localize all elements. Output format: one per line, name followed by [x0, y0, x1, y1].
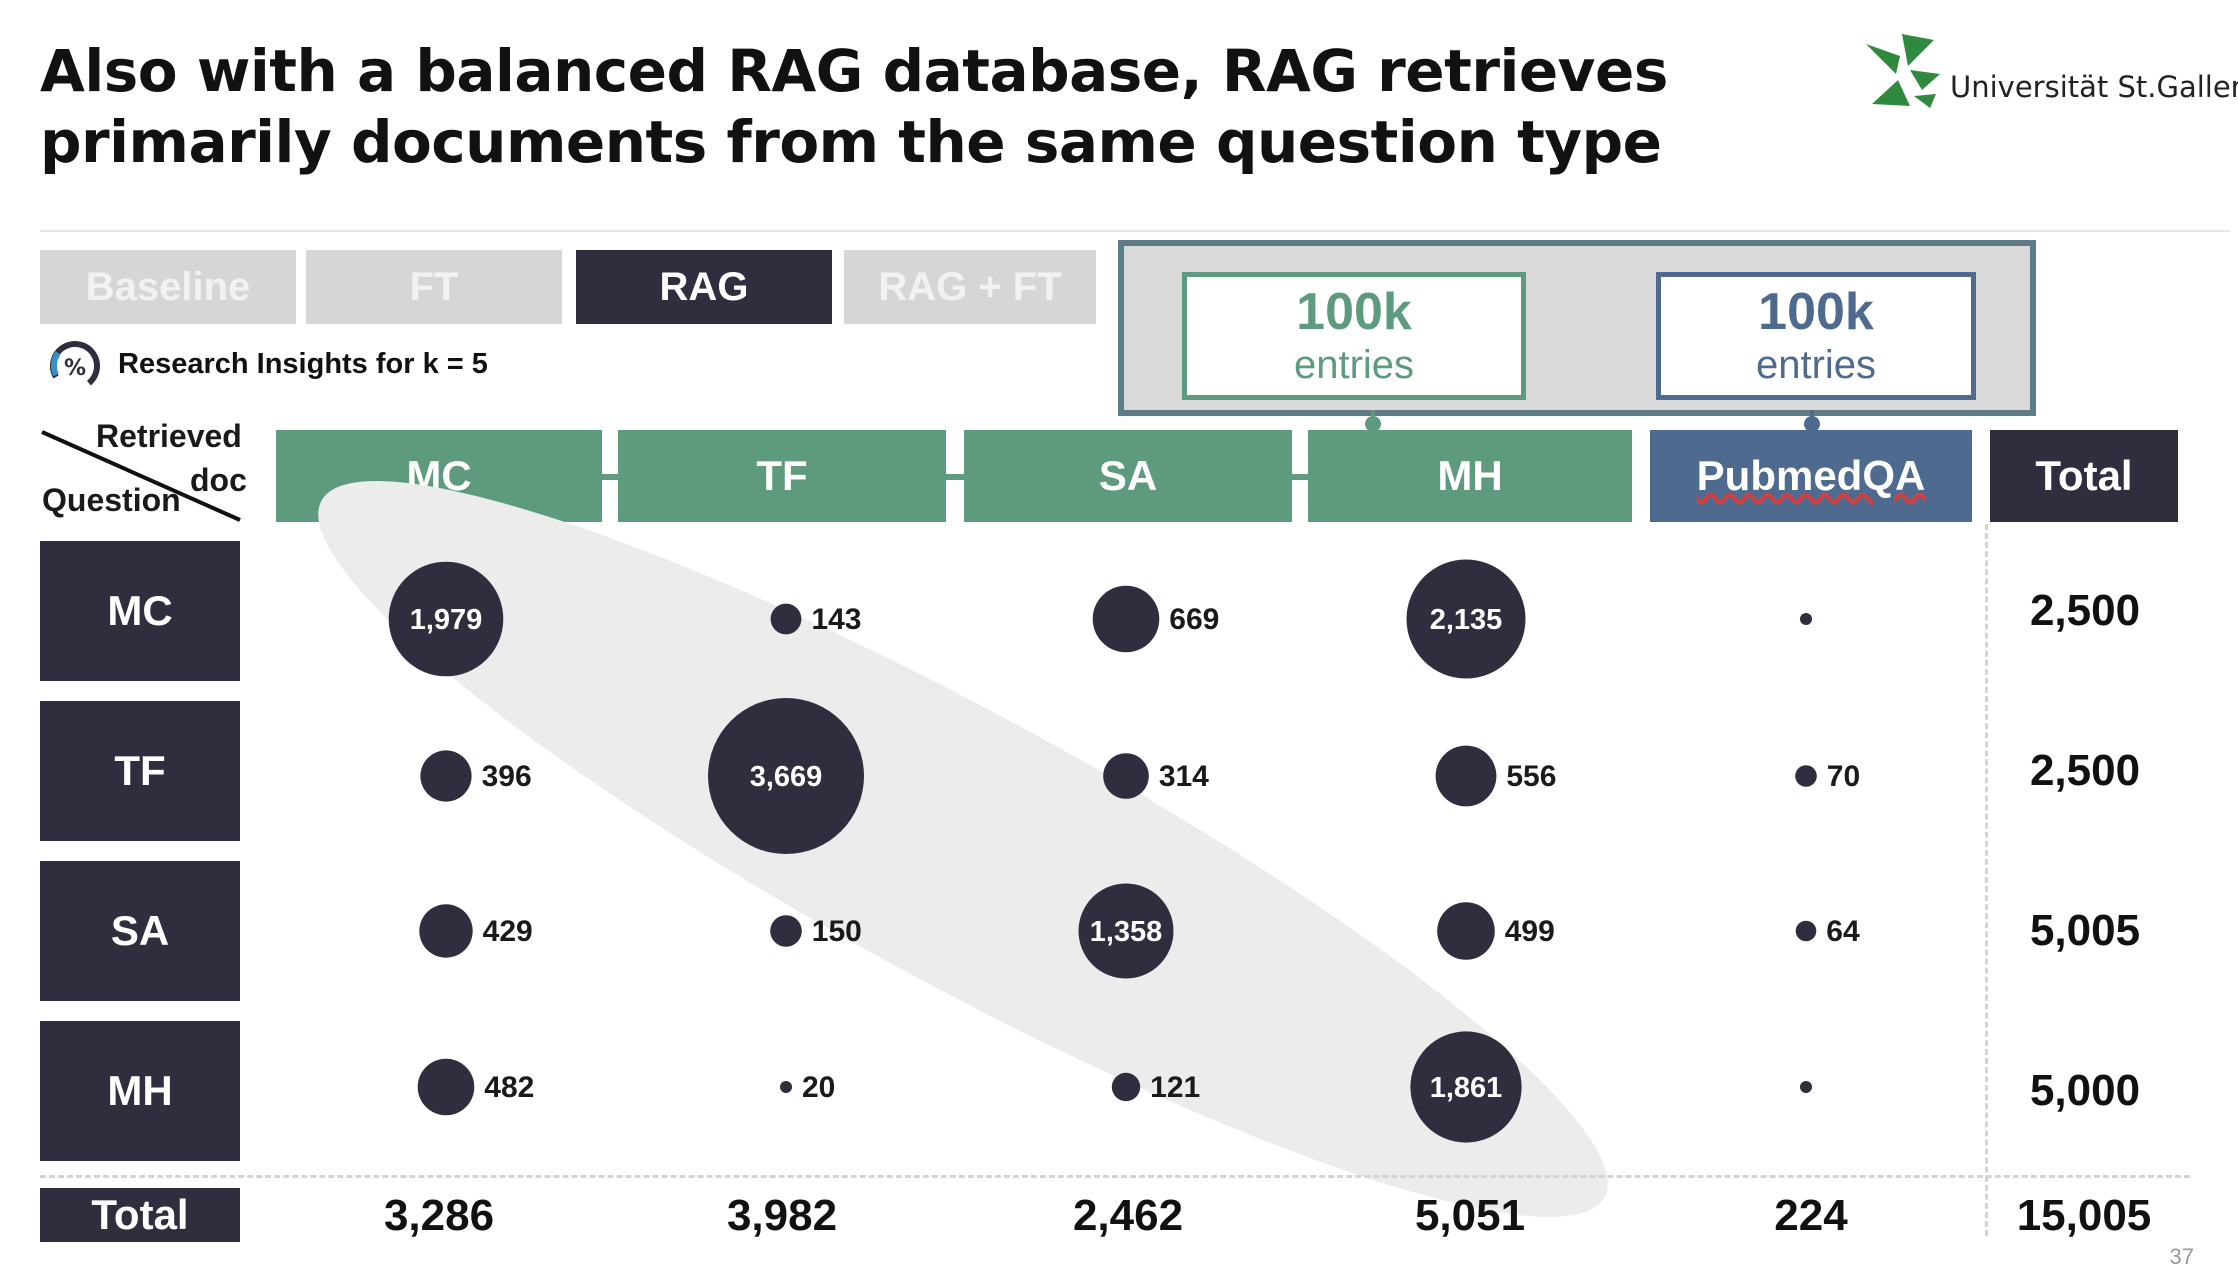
bubble-sa-mh: [1437, 902, 1495, 960]
bubble-label-sa-sa: 1,358: [1090, 916, 1163, 948]
bubble-sa-mc: [419, 904, 473, 958]
row-total-mh: 5,000: [2029, 1066, 2141, 1115]
bubble-mh-mh: [1410, 1031, 1522, 1143]
bubble-tf-pubmedqa: [1795, 765, 1817, 787]
db-card-qa: 100k entries: [1182, 272, 1526, 400]
col-total-mc: 3,286: [383, 1191, 495, 1240]
bubble-label-mc-mc: 1,979: [410, 604, 483, 636]
row-header-mc: MC: [40, 541, 240, 681]
row-total-sa: 5,005: [2029, 906, 2141, 955]
percent-gauge-icon: %: [50, 341, 100, 391]
row-total-mc: 2,500: [2029, 586, 2141, 635]
bubble-label-mc-tf: 143: [811, 603, 861, 636]
bubble-mc-tf: [770, 603, 802, 635]
university-logo: Universität St.Gallen: [1862, 26, 2238, 116]
svg-text:%: %: [64, 356, 86, 381]
header-link: [1290, 474, 1312, 480]
row-header-mh: MH: [40, 1021, 240, 1161]
col-total-pubmedqa: 224: [1774, 1191, 1848, 1240]
db-connector-dot: [1365, 416, 1381, 432]
logo-text: Universität St.Gallen: [1950, 70, 2238, 104]
bubble-label-mh-mh: 1,861: [1430, 1072, 1503, 1104]
col-header-sa: SA: [964, 430, 1292, 522]
database-box: 100k entries 100k entries: [1118, 240, 2036, 416]
row-header-sa: SA: [40, 861, 240, 1001]
tab-rag-ft[interactable]: RAG + FT: [844, 250, 1096, 324]
db-unit: entries: [1755, 343, 1877, 387]
bubbles-layer: 1,979 143 669 2,135 396 3,669 314 556 70 429 150 1,…: [388, 559, 1860, 1143]
header-link: [600, 474, 624, 480]
bubble-mc-sa: [1092, 585, 1160, 653]
bubble-tf-sa: [1103, 753, 1149, 799]
bubble-label-mh-tf: 20: [802, 1071, 835, 1104]
db-connector-dot: [1804, 416, 1820, 432]
page-number: 37: [2169, 1244, 2194, 1269]
corner-question-label: Question: [42, 482, 181, 518]
corner-retrieved-label: Retrieved: [96, 418, 242, 454]
bubble-mh-mc: [417, 1058, 475, 1116]
col-total-sa: 2,462: [1072, 1191, 1184, 1240]
insight-label: Research Insights for k = 5: [118, 347, 488, 380]
bubble-label-sa-tf: 150: [812, 915, 862, 948]
tab-ft[interactable]: FT: [306, 250, 562, 324]
title-line-2: primarily documents from the same questi…: [40, 108, 1662, 176]
row-header-tf: TF: [40, 701, 240, 841]
row-total-tf: 2,500: [2029, 746, 2141, 795]
bubble-tf-tf: [708, 698, 864, 854]
bubble-mc-mh: [1406, 559, 1526, 679]
bubble-mh-pubmedqa: [1800, 1081, 1812, 1093]
grand-total: 15,005: [2016, 1191, 2152, 1240]
bubble-label-mh-sa: 121: [1150, 1071, 1200, 1104]
bubble-mc-mc: [388, 561, 504, 677]
bubble-label-sa-mc: 429: [483, 915, 533, 948]
bubble-label-tf-tf: 3,669: [750, 761, 823, 793]
bubble-label-sa-pubmedqa: 64: [1826, 915, 1860, 948]
bubble-label-mc-mh: 2,135: [1430, 604, 1503, 636]
page-title: Also with a balanced RAG database, RAG r…: [40, 36, 1700, 178]
bubble-label-mh-mc: 482: [484, 1071, 534, 1104]
bubble-label-mc-sa: 669: [1169, 603, 1219, 636]
bubble-label-sa-mh: 499: [1505, 915, 1555, 948]
bubble-label-tf-pubmedqa: 70: [1827, 760, 1860, 793]
tab-rag[interactable]: RAG: [576, 250, 832, 324]
bubble-mh-tf: [780, 1081, 792, 1093]
title-divider: [40, 230, 2230, 232]
corner-doc-label: doc: [190, 462, 247, 498]
col-header-total: Total: [1990, 430, 2178, 522]
bubble-label-tf-sa: 314: [1159, 760, 1209, 793]
bubble-mh-sa: [1111, 1072, 1141, 1102]
bubble-sa-tf: [770, 915, 802, 947]
tab-baseline[interactable]: Baseline: [40, 250, 296, 324]
row-header-total: Total: [40, 1188, 240, 1242]
bubble-tf-mh: [1435, 745, 1497, 807]
db-size: 100k: [1296, 283, 1412, 341]
col-header-mh: MH: [1308, 430, 1632, 522]
bubble-sa-sa: [1078, 883, 1174, 979]
col-header-pubmedqa: PubmedQA: [1650, 430, 1972, 522]
bubble-sa-pubmedqa: [1795, 920, 1817, 942]
col-total-tf: 3,982: [726, 1191, 838, 1240]
corner-diagonal: [41, 430, 241, 522]
title-line-1: Also with a balanced RAG database, RAG r…: [40, 37, 1668, 105]
col-total-mh: 5,051: [1414, 1191, 1526, 1240]
bubble-label-tf-mh: 556: [1506, 760, 1556, 793]
col-header-tf: TF: [618, 430, 946, 522]
totals-separator: [40, 1175, 2190, 1178]
bubble-tf-mc: [420, 750, 472, 802]
diagonal-highlight: [318, 481, 1608, 1217]
research-insight: % Research Insights for k = 5: [46, 336, 488, 392]
db-size: 100k: [1758, 283, 1874, 341]
hsg-leaf-icon: [1866, 34, 1940, 108]
bubble-mc-pubmedqa: [1800, 613, 1812, 625]
db-unit: entries: [1293, 343, 1415, 387]
bubble-label-tf-mc: 396: [482, 760, 532, 793]
header-link: [944, 474, 968, 480]
db-card-pubmed: 100k entries: [1656, 272, 1976, 400]
total-column-separator: [1985, 524, 1988, 1236]
